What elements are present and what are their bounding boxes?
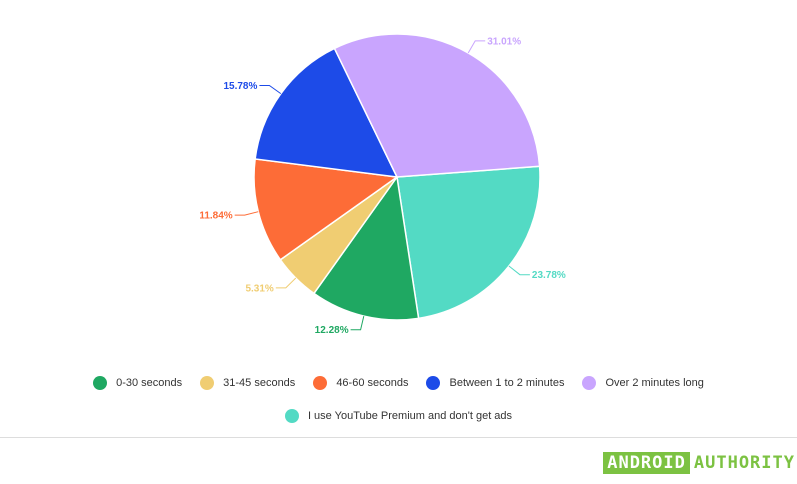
footer-divider [0, 437, 797, 438]
leader-line [508, 265, 530, 276]
data-label: 23.78% [532, 270, 566, 281]
legend-label: I use YouTube Premium and don't get ads [307, 410, 513, 422]
legend-swatch [284, 409, 299, 423]
data-label: 11.84% [199, 211, 232, 222]
logo-authority-text: AUTHORITY [693, 453, 795, 473]
legend-label: 46-60 seconds [336, 377, 409, 389]
data-label: 12.28% [315, 325, 349, 336]
pie-slice-0-30-seconds[interactable] [312, 175, 420, 321]
legend-row-1: 0-30 seconds 31-45 seconds 46-60 seconds… [0, 376, 797, 390]
legend-label: 31-45 seconds [223, 377, 296, 389]
android-authority-logo: ANDROID AUTHORITY [603, 452, 795, 474]
legend-label: Over 2 minutes long [605, 377, 704, 389]
legend-item-46-60-seconds[interactable]: 46-60 seconds [313, 376, 408, 390]
leader-line [259, 85, 282, 95]
leader-line [275, 277, 297, 289]
legend-item-youtube-premium[interactable]: I use YouTube Premium and don't get ads [284, 409, 513, 423]
logo-android-text: ANDROID [603, 452, 690, 474]
legend-item-between-1-to-2-minutes[interactable]: Between 1 to 2 minutes [426, 376, 564, 390]
legend-swatch [582, 376, 597, 390]
legend-row-2: I use YouTube Premium and don't get ads [0, 409, 797, 423]
data-label: 15.78% [223, 81, 257, 92]
legend-swatch [426, 376, 441, 390]
legend-swatch [200, 376, 215, 390]
legend-item-31-45-seconds[interactable]: 31-45 seconds [200, 376, 295, 390]
legend-label: 0-30 seconds [116, 377, 183, 389]
data-label: 31.01% [487, 36, 521, 47]
data-label: 5.31% [245, 283, 273, 294]
legend-item-over-2-minutes-long[interactable]: Over 2 minutes long [582, 376, 704, 390]
leader-line [350, 315, 365, 331]
leader-line [467, 40, 486, 54]
legend-swatch [93, 376, 108, 390]
legend-label: Between 1 to 2 minutes [449, 377, 565, 389]
pie-slice-46-60-seconds[interactable] [253, 158, 400, 261]
pie-slice-between-1-to-2-minutes[interactable] [254, 47, 399, 178]
pie-chart: 23.78% 12.28% 5.31% 11.84% 15.78% 31.01% [199, 33, 566, 336]
legend-item-0-30-seconds[interactable]: 0-30 seconds [93, 376, 182, 390]
legend-swatch [313, 376, 328, 390]
leader-line [234, 211, 259, 216]
pie-slice-i-use-youtube-premium-and-don-t-get-ads[interactable] [396, 165, 541, 320]
